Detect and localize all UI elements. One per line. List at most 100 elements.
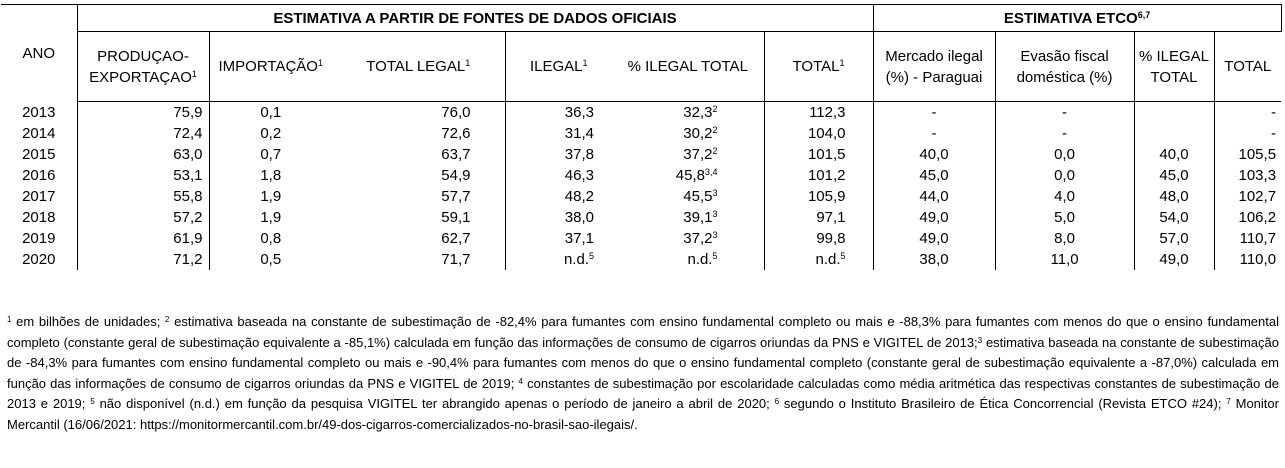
cell-pct-ilegal-footnote-ref: 5 [712,251,718,261]
cell-total: 112,3 [764,101,874,123]
cell-ano: 2019 [1,228,78,249]
cell-total-value: 105,9 [807,188,846,205]
cell-etco-total: 102,7 [1214,186,1281,207]
cell-evasao: - [995,101,1135,123]
cell-etco-pct-value: 49,0 [1159,251,1189,268]
cell-pct-ilegal-value: 45,5 [683,188,713,205]
cell-total-legal: 63,7 [332,144,506,165]
col-header-producao-text: PRODUÇAO-EXPORTAÇAO [89,47,192,86]
cell-producao: 71,2 [77,249,210,270]
cell-evasao-value: 8,0 [1054,230,1075,247]
cell-etco-total-value: - [1271,104,1277,121]
col-header-total-legal: TOTAL LEGAL1 [332,31,506,102]
cell-total: 101,2 [764,165,874,186]
cell-pct-ilegal: 39,13 [612,207,765,228]
table-row: 2020 71,2 0,5 71,7 n.d.5 n.d.5 n.d.5 38,0 11,0 49… [1,249,1281,270]
cell-ilegal: n.d.5 [505,249,612,270]
cell-pct-ilegal-footnote-ref: 3 [712,209,718,219]
cell-pct-ilegal-value: 32,3 [683,104,713,121]
col-header-evasao: Evasão fiscal doméstica (%) [995,31,1135,102]
cell-ilegal-value: 36,3 [564,104,594,121]
cell-etco-pct: 40,0 [1134,144,1215,165]
cell-total-value: 101,5 [807,146,846,163]
cell-mercado: 49,0 [873,228,996,249]
cell-pct-ilegal: 37,23 [612,228,765,249]
cell-total-value: 101,2 [807,167,846,184]
cell-pct-ilegal: 30,22 [612,123,765,144]
cell-etco-pct-value: 45,0 [1159,167,1189,184]
footnote-text: não disponível (n.d.) em função da pesqu… [94,396,775,411]
cell-mercado: 44,0 [873,186,996,207]
cell-ano: 2020 [1,249,78,270]
cell-evasao-value: - [1062,104,1068,121]
cell-ilegal: 38,0 [505,207,612,228]
col-header-etco-pct-ilegal: % ILEGAL TOTAL [1134,31,1215,102]
cell-mercado-value: 45,0 [919,167,949,184]
cell-mercado-value: 49,0 [919,230,949,247]
cell-ilegal: 31,4 [505,123,612,144]
cell-total-value: 99,8 [816,230,846,247]
cell-mercado: - [873,101,996,123]
cell-ilegal-value: 37,1 [564,230,594,247]
cell-etco-pct-value: 54,0 [1159,209,1189,226]
cell-etco-total: 110,0 [1214,249,1281,270]
cell-importacao: 0,5 [209,249,332,270]
cell-etco-total-value: 102,7 [1238,188,1277,205]
cell-pct-ilegal: 45,83,4 [612,165,765,186]
cell-ilegal: 37,1 [505,228,612,249]
cell-pct-ilegal-footnote-ref: 3 [712,230,718,240]
footnote-text: Monitor Mercantil (16/06/2021: https://m… [7,396,1279,432]
table-body: 2013 75,9 0,1 76,0 36,3 32,32 112,3- - -2014 72,4… [1,101,1281,270]
col-header-total-text: TOTAL [792,58,840,75]
cell-mercado: 49,0 [873,207,996,228]
footnote-text: segundo o Instituto Brasileiro de Ética … [779,396,1227,411]
group-header-etco: ESTIMATIVA ETCO6,7 [873,4,1282,32]
cell-etco-total: - [1214,123,1281,144]
cell-pct-ilegal-value: n.d. [687,251,713,268]
cell-evasao: 4,0 [995,186,1135,207]
cell-etco-total-value: 110,0 [1239,251,1277,268]
footnotes: 1 em bilhões de unidades; 2 estimativa b… [7,312,1279,435]
cell-total-legal-value: 71,7 [441,251,471,268]
cell-ilegal-value: 48,2 [564,188,594,205]
cell-total-legal: 57,7 [332,186,506,207]
cell-producao-value: 75,9 [173,104,203,121]
group-header-etco-text: ESTIMATIVA ETCO [1003,9,1138,27]
footnote-text: estimativa baseada na constante de subes… [7,334,1279,391]
cell-importacao: 0,7 [209,144,332,165]
cell-ano-value: 2014 [22,125,56,142]
col-header-producao: PRODUÇAO-EXPORTAÇAO1 [77,31,210,102]
col-header-etco-total: TOTAL [1214,31,1282,102]
cell-mercado: 40,0 [873,144,996,165]
cell-ano-value: 2017 [22,188,56,205]
cell-ano: 2014 [1,123,78,144]
cell-total-legal: 72,6 [332,123,506,144]
cell-etco-total-value: 106,2 [1238,209,1277,226]
cell-etco-pct: 54,0 [1134,207,1215,228]
cell-evasao-value: 4,0 [1054,188,1075,205]
cell-total-legal: 59,1 [332,207,506,228]
cell-pct-ilegal-footnote-ref: 3,4 [704,167,718,177]
cell-etco-total-value: 105,5 [1238,146,1277,163]
cell-producao: 61,9 [77,228,210,249]
cell-ano: 2018 [1,207,78,228]
cell-importacao-value: 0,7 [260,146,282,163]
col-header-importacao: IMPORTAÇÃO1 [209,31,332,102]
cell-total: 104,0 [764,123,874,144]
col-header-producao-sup: 1 [191,68,197,79]
cell-mercado: - [873,123,996,144]
cell-etco-pct: 48,0 [1134,186,1215,207]
cell-evasao-value: 5,0 [1054,209,1075,226]
col-header-mercado: Mercado ilegal (%) - Paraguai [873,31,996,102]
cell-producao-value: 72,4 [173,125,203,142]
cell-total: n.d.5 [764,249,874,270]
cell-importacao: 0,8 [209,228,332,249]
cell-evasao: 5,0 [995,207,1135,228]
cell-ano-value: 2019 [22,230,56,247]
table-row: 2018 57,2 1,9 59,1 38,0 39,13 97,1 49,0 5,0 54,0 1… [1,207,1281,228]
cell-producao-value: 61,9 [173,230,203,247]
cell-mercado-value: 38,0 [919,251,949,268]
cell-evasao-value: 11,0 [1050,251,1079,268]
footnote-text: constantes de subestimação por escolarid… [7,375,1280,412]
cell-total-legal-value: 54,9 [441,167,471,184]
